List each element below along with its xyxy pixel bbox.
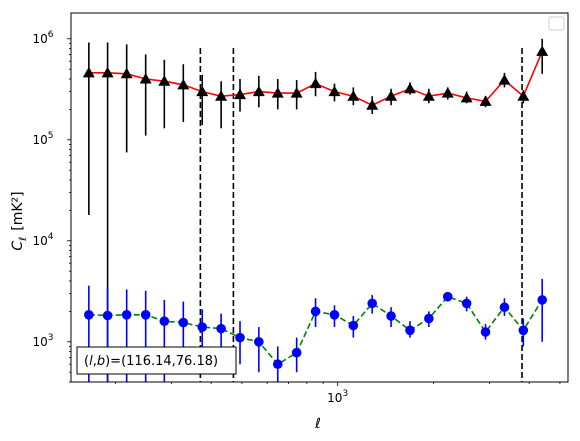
y-axis-label-symbol: C [10, 241, 26, 251]
series-2-point [235, 332, 245, 343]
series-1-point [422, 90, 435, 101]
series-1-point [158, 75, 171, 86]
series-1-point [536, 45, 549, 56]
series-2-point [405, 325, 415, 336]
x-axis-label: ℓ [314, 416, 321, 432]
series-2-point [386, 311, 396, 321]
major-ticks: 103 103 104 105 106 [32, 30, 348, 405]
y-axis-label-unit: [mK²] [10, 191, 26, 230]
plot-area [71, 13, 568, 382]
series-1-point [139, 72, 152, 84]
series-2-point [178, 317, 189, 328]
series-2-point [442, 291, 453, 302]
series-2-point [140, 310, 151, 320]
data-markers [82, 45, 549, 370]
series-1-point [366, 99, 379, 110]
y-tick-label: 103 [32, 333, 53, 349]
legend-box [548, 16, 565, 31]
x-tick-label: 103 [327, 389, 348, 405]
series-2-point [518, 325, 529, 336]
series-1-point [460, 91, 473, 103]
series-2-point [499, 302, 510, 313]
series-2-point [537, 295, 548, 305]
plot-frame [70, 12, 569, 383]
series-2-point [121, 310, 132, 320]
series-1-point [441, 87, 454, 98]
series-1-point [517, 90, 530, 101]
series-2-point [216, 323, 226, 334]
series-2-point [310, 306, 321, 317]
svg-text:Cℓ[mK²]: Cℓ [mK²] [10, 191, 29, 250]
series-1-point [403, 82, 416, 94]
y-tick-label: 104 [32, 232, 53, 248]
vertical-marker-lines [199, 48, 523, 382]
series-2-point [348, 320, 359, 331]
series-2-point [329, 310, 340, 320]
series-2-point [461, 298, 472, 309]
series-1-point [215, 90, 228, 101]
series-1-point [234, 88, 247, 100]
series-1-point [347, 90, 360, 101]
series-1-point [177, 78, 190, 90]
series-1-point [385, 90, 398, 101]
series-1-point [328, 85, 341, 97]
series-1-point [252, 85, 265, 97]
y-axis-label: Cℓ [mK²] [10, 191, 29, 250]
series-2-point [254, 337, 264, 347]
series-1-point [290, 87, 303, 98]
y-tick-label: 106 [32, 30, 53, 46]
y-tick-label: 105 [32, 131, 53, 147]
series-1-point [271, 87, 284, 98]
series-2-point [367, 298, 378, 309]
series-1-point [498, 74, 511, 85]
series-2-point [197, 322, 208, 332]
series-1-point [120, 67, 133, 79]
series-2-point [102, 310, 113, 321]
series-1-point [101, 66, 114, 78]
series-2-point [272, 359, 283, 370]
annotation-frame [76, 346, 237, 375]
series-2-point [159, 316, 170, 326]
series-2-point [480, 327, 491, 337]
series-1-point [196, 85, 209, 97]
y-axis-label-subscript: ℓ [18, 237, 29, 241]
series-1-point [479, 95, 492, 106]
series-1-point [309, 77, 322, 89]
series-1-point [82, 66, 95, 78]
annotation-box: (l,b)=(116.14,76.18) [76, 346, 237, 375]
series-2-point [84, 310, 94, 320]
annotation-label: (l,b)=(116.14,76.18) [84, 354, 218, 369]
series-2-point [424, 313, 434, 324]
series-2-point [291, 347, 302, 358]
